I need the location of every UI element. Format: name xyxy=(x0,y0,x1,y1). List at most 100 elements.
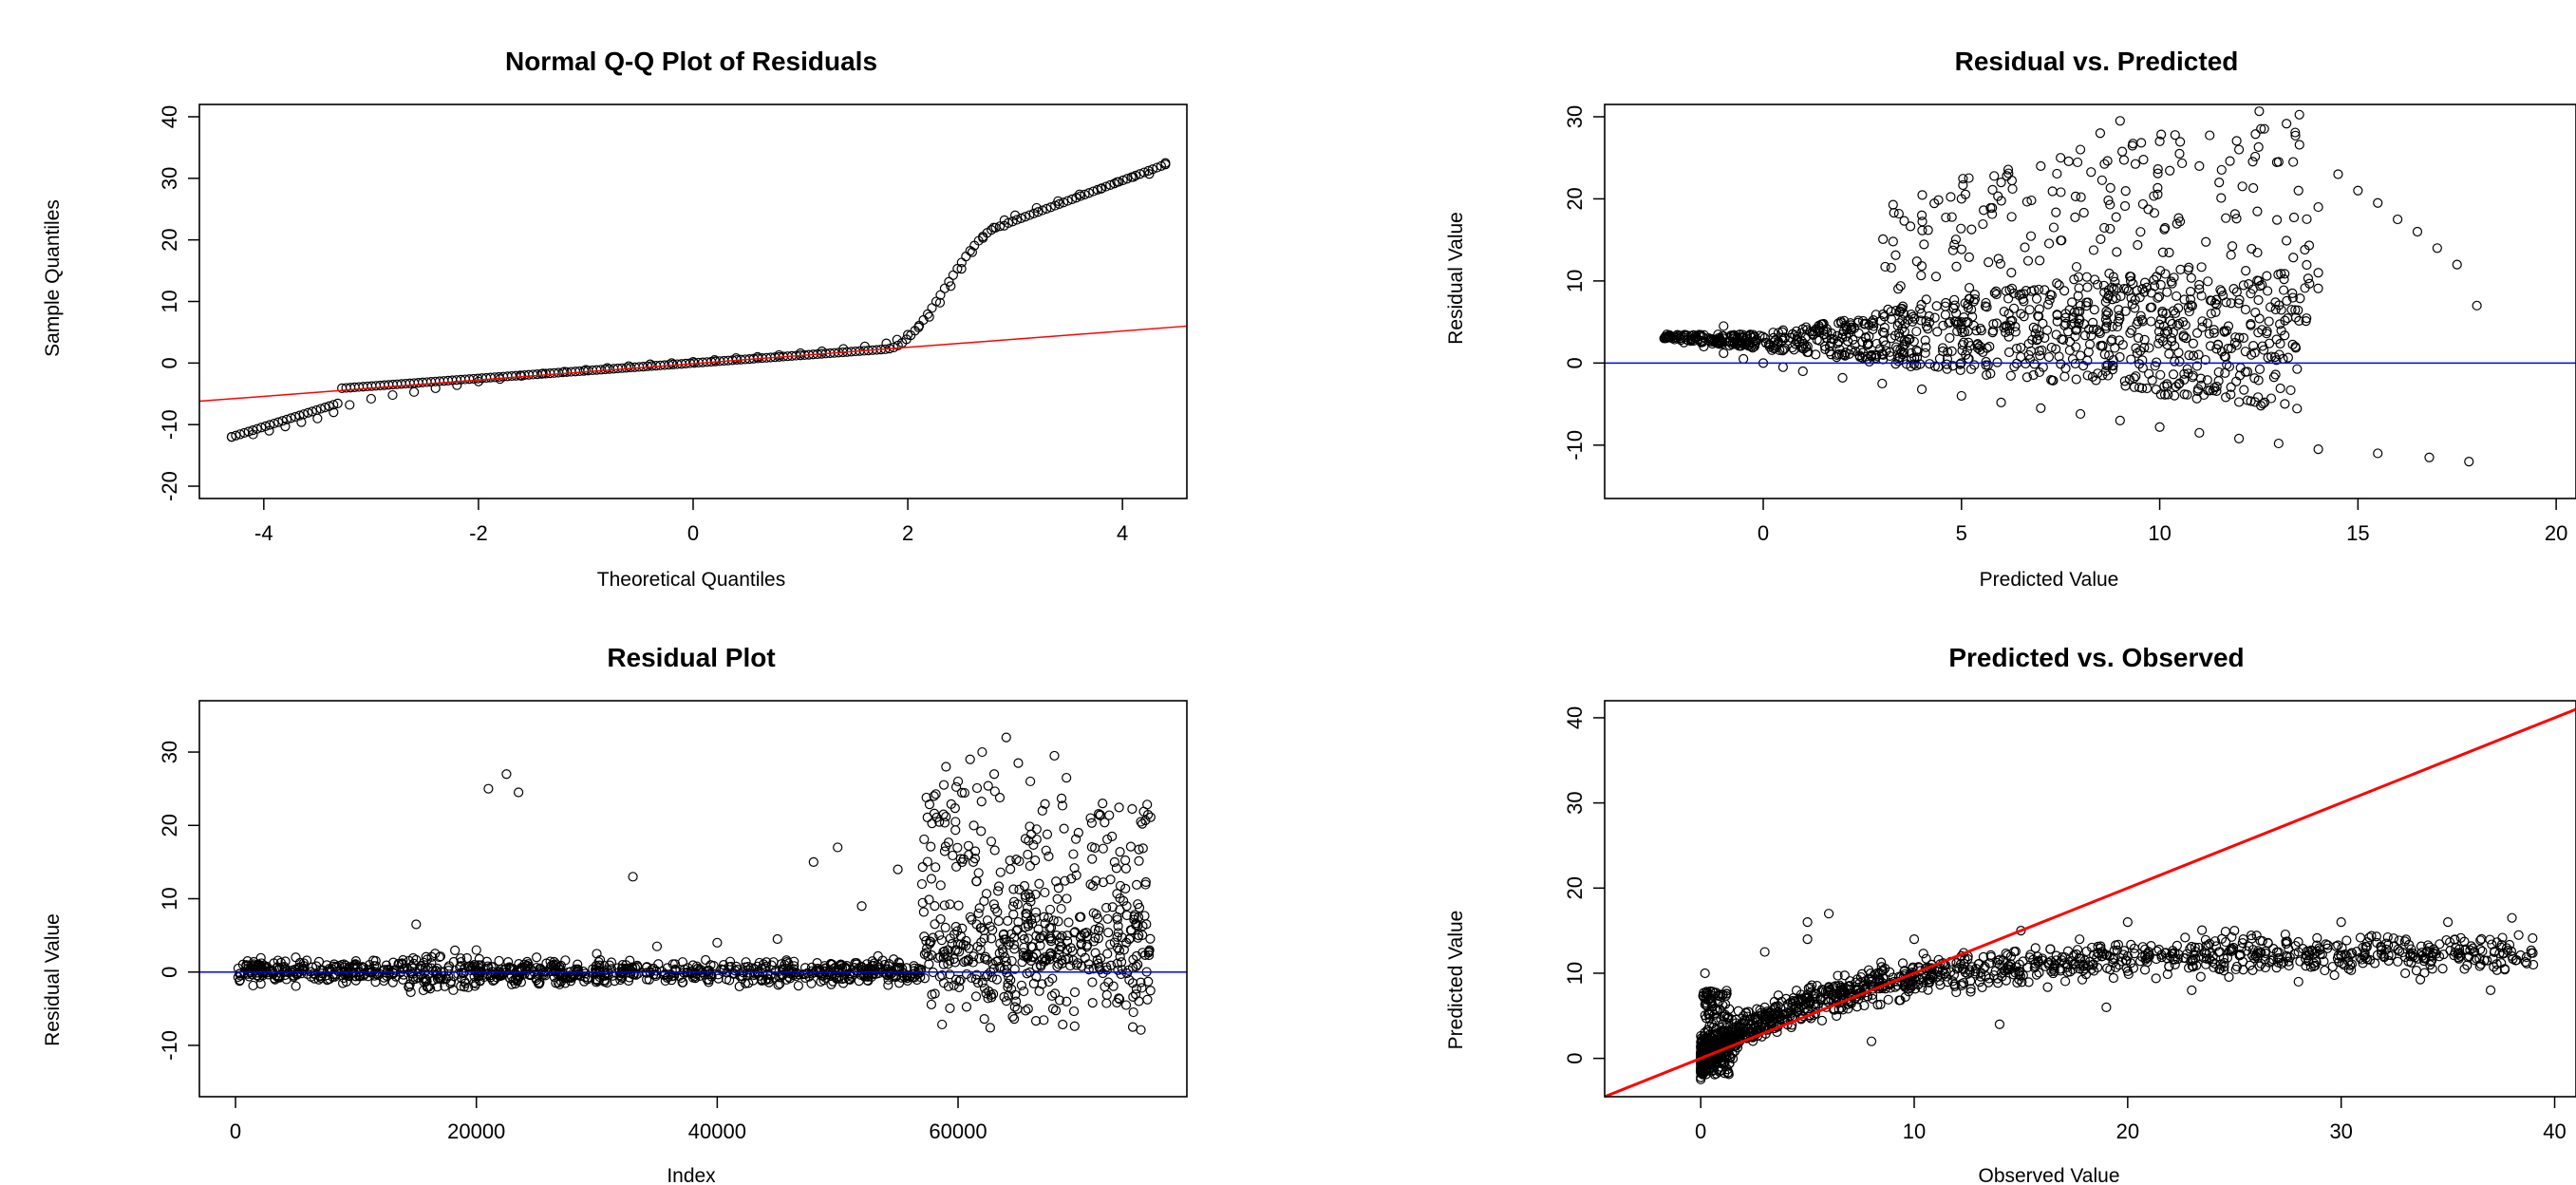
rvp-cloud-point xyxy=(1960,298,1970,309)
rp-cloud-point xyxy=(975,923,986,933)
rp-cloud-point xyxy=(945,969,955,980)
rp-cloud-point xyxy=(651,966,662,976)
pvo-y-tick-label: 20 xyxy=(1563,876,1587,899)
pvo-cloud-point xyxy=(2405,950,2416,960)
rp-cloud-point xyxy=(298,965,310,975)
pvo-cloud-point xyxy=(1713,1064,1723,1075)
rp-cloud-point xyxy=(1016,980,1027,990)
rp-data-point xyxy=(988,769,1000,780)
rp-cloud-point xyxy=(1112,958,1122,969)
pvo-cloud-point xyxy=(2238,934,2248,945)
rp-cloud-point xyxy=(1003,915,1013,926)
rp-cloud-point xyxy=(404,981,414,992)
rp-cloud-point xyxy=(935,880,946,891)
rp-cloud-point xyxy=(950,803,960,814)
pvo-cloud-point xyxy=(1700,1027,1710,1038)
pvo-cloud-point xyxy=(2271,947,2283,957)
rvp-cloud-point xyxy=(2021,197,2032,207)
pvo-cloud-point xyxy=(2144,950,2154,962)
rp-cloud-point xyxy=(856,961,867,971)
rvp-cloud-point xyxy=(2227,241,2238,252)
qq-x-tick-label: -4 xyxy=(254,521,273,545)
rp-cloud-point xyxy=(1069,1021,1080,1031)
rvp-cloud-point xyxy=(2276,269,2286,279)
pvo-cloud-point xyxy=(2151,973,2161,984)
rvp-data-point xyxy=(2472,300,2482,310)
rp-cloud-point xyxy=(1006,984,1017,994)
rvp-cloud-point xyxy=(2159,381,2170,391)
qq-data-point xyxy=(924,311,934,322)
qq-cloud-point xyxy=(1071,193,1081,203)
rvp-cloud-point xyxy=(1835,316,1846,327)
rvp-cloud-point xyxy=(1916,299,1927,310)
rp-cloud-point xyxy=(1067,946,1078,956)
rvp-cloud-point xyxy=(1868,315,1879,326)
qq-data-point xyxy=(645,359,655,369)
rvp-cloud-point xyxy=(2105,199,2115,210)
rvp-data-point xyxy=(2214,178,2225,188)
rp-cloud-point xyxy=(533,969,544,979)
qq-cloud-point xyxy=(307,406,317,417)
rp-cloud-point xyxy=(953,900,964,911)
rp-cloud-point xyxy=(931,789,941,799)
rvp-cloud-point xyxy=(1946,212,1957,222)
rp-cloud-point xyxy=(1131,918,1141,929)
pvo-data-point xyxy=(1717,1019,1727,1029)
qq-data-point xyxy=(537,368,548,379)
rp-cloud-point xyxy=(1062,931,1073,941)
rvp-cloud-point xyxy=(2279,274,2289,285)
rvp-cloud-point xyxy=(2173,213,2184,223)
rp-cloud-point xyxy=(921,792,931,803)
rp-data-point xyxy=(501,769,512,780)
pvo-cloud-point xyxy=(1988,969,2000,981)
rp-cloud-point xyxy=(1047,1004,1059,1014)
rp-data-point xyxy=(893,864,903,875)
qq-data-point xyxy=(329,407,339,418)
rvp-cloud-point xyxy=(2115,313,2125,324)
rp-cloud-point xyxy=(552,969,563,979)
rp-cloud-point xyxy=(1107,831,1118,841)
rvp-cloud-point xyxy=(2005,315,2016,327)
rvp-y-tick-label: 20 xyxy=(1563,187,1587,210)
rvp-cloud-point xyxy=(1933,195,1944,205)
rvp-cloud-point xyxy=(2280,330,2290,341)
rvp-cloud-point xyxy=(1775,345,1785,356)
rp-cloud-point xyxy=(917,897,928,908)
rvp-cloud-point xyxy=(2304,278,2315,289)
rvp-cloud-point xyxy=(1846,345,1856,355)
rvp-cloud-point xyxy=(2209,383,2220,393)
pvo-cloud-point xyxy=(2489,962,2499,972)
pvo-cloud-point xyxy=(2080,969,2092,980)
rvp-cloud-point xyxy=(2300,244,2310,255)
rp-data-point xyxy=(952,776,964,787)
rp-cloud-point xyxy=(1034,878,1044,889)
rp-cloud-point xyxy=(1038,931,1048,941)
pvo-cloud-point xyxy=(2042,957,2054,969)
rp-cloud-point xyxy=(1136,817,1146,827)
rp-cloud-point xyxy=(1004,972,1014,983)
rvp-cloud-point xyxy=(1989,288,2000,298)
pvo-data-point xyxy=(2507,950,2517,962)
rp-cloud-point xyxy=(1006,955,1017,967)
rvp-data-point xyxy=(2313,201,2323,213)
rp-cloud-point xyxy=(998,948,1008,958)
rp-cloud-point xyxy=(813,963,823,974)
rvp-cloud-point xyxy=(2100,314,2112,325)
pvo-cloud-point xyxy=(2062,967,2073,978)
rp-cloud-point xyxy=(950,825,961,836)
rvp-cloud-point xyxy=(2287,339,2298,349)
rvp-cloud-point xyxy=(2288,212,2300,223)
rvp-data-point xyxy=(2412,226,2423,237)
rp-cloud-point xyxy=(938,947,949,957)
pvo-data-point xyxy=(1951,964,1963,974)
rp-cloud-point xyxy=(1057,800,1068,811)
rvp-cloud-point xyxy=(2069,318,2079,329)
rvp-data-point xyxy=(1877,378,1888,389)
qq-cloud-point xyxy=(277,416,288,426)
qq-data-point xyxy=(946,281,956,292)
rvp-cloud-point xyxy=(2242,395,2253,405)
rp-cloud-point xyxy=(1054,944,1064,955)
rp-cloud-point xyxy=(1008,884,1019,894)
qq-data-point xyxy=(988,222,999,233)
